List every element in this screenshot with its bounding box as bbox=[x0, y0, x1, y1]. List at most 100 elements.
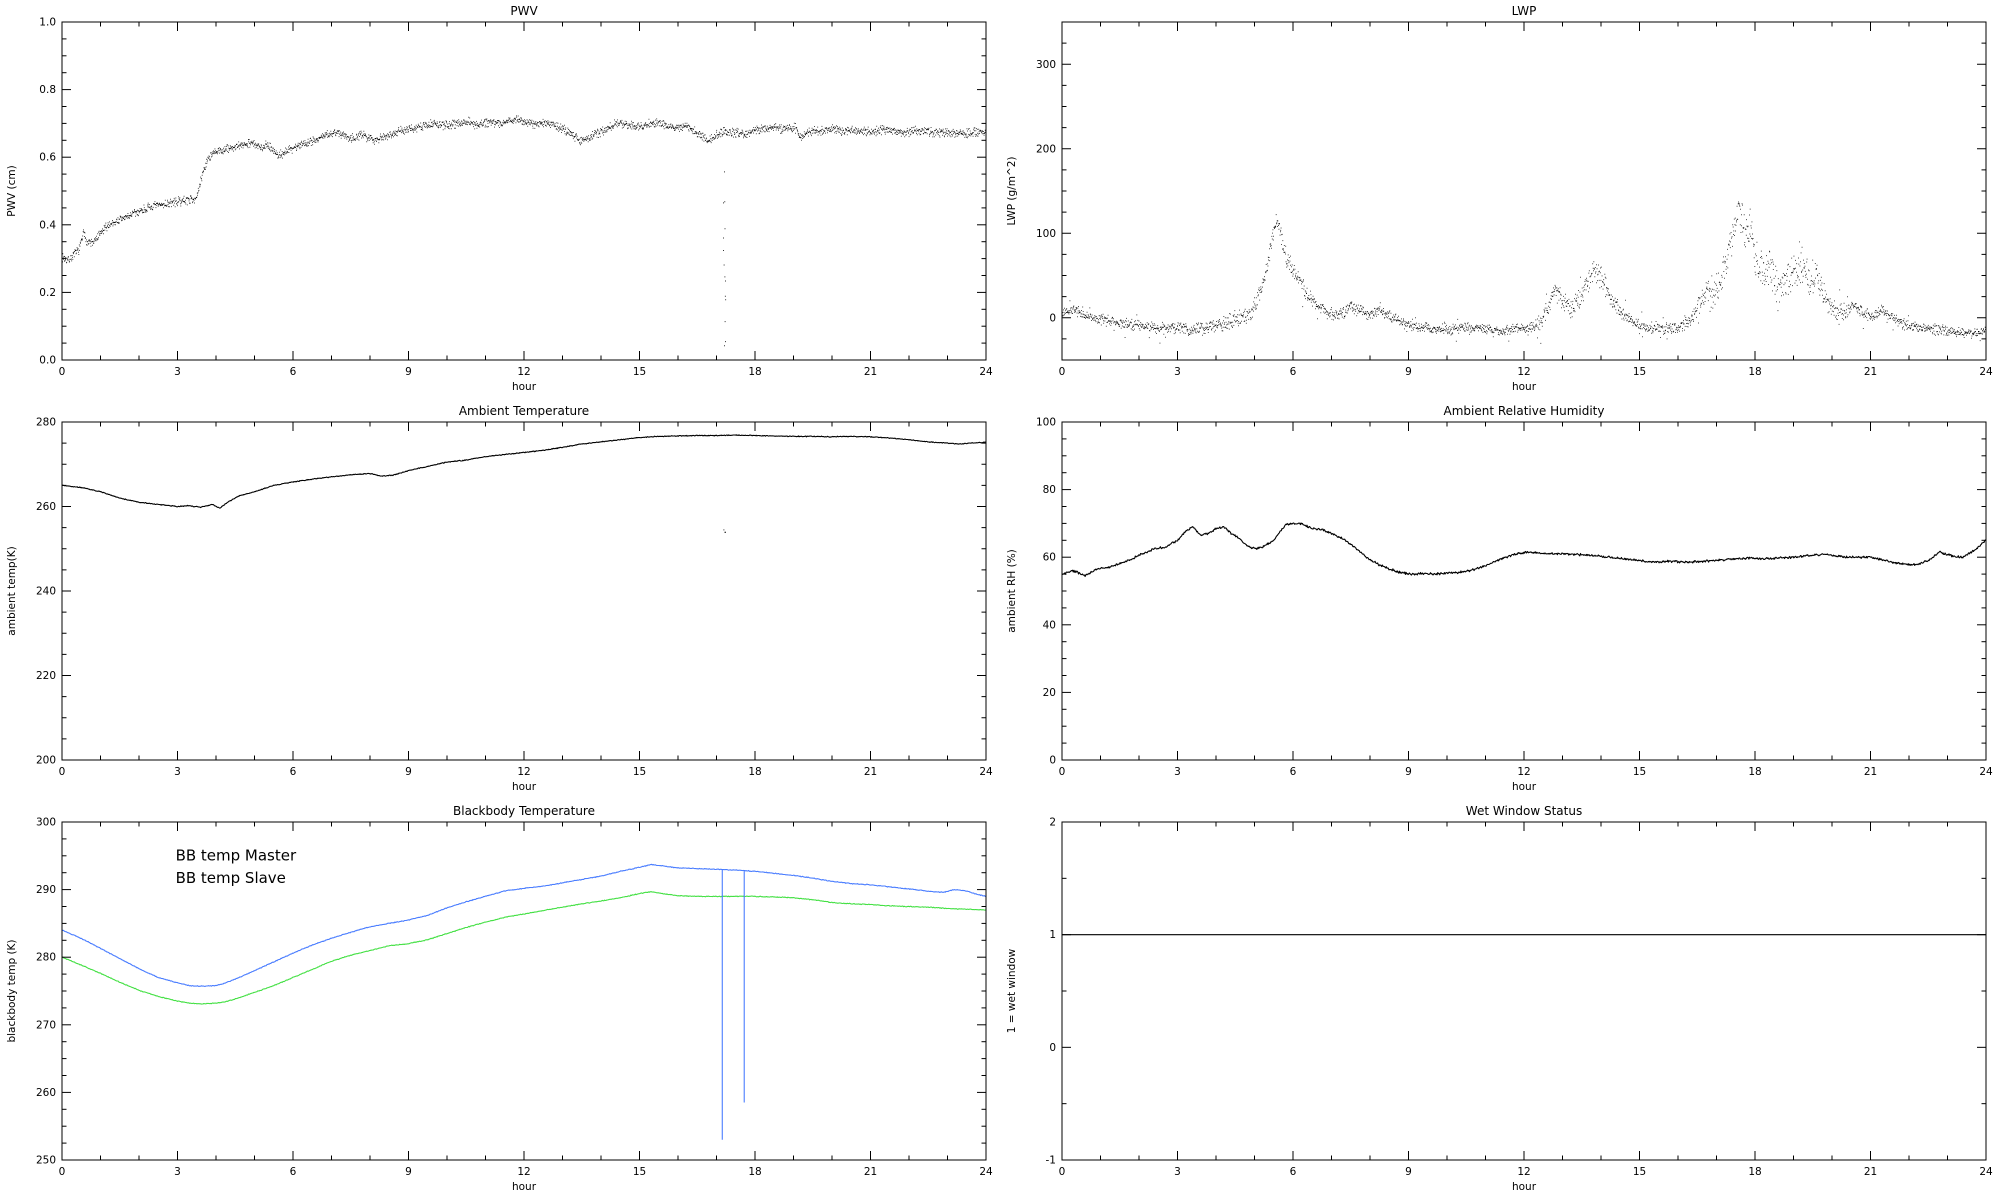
lwp-ytick-label: 200 bbox=[1036, 143, 1056, 155]
bb-temp-master-series bbox=[62, 863, 986, 987]
blackbody-temperature-xtick-label: 15 bbox=[633, 1166, 646, 1178]
lwp-xtick-label: 9 bbox=[1405, 366, 1412, 378]
ambient-temperature-ytick-label: 260 bbox=[36, 501, 56, 513]
blackbody-temperature-xtick-label: 9 bbox=[405, 1166, 412, 1178]
ambient-temperature-data-layer bbox=[62, 434, 986, 533]
pwv-series bbox=[62, 115, 986, 264]
lwp-axes-frame bbox=[1061, 21, 1987, 361]
lwp-series bbox=[1062, 201, 1986, 344]
ambient-relative-humidity-title: Ambient Relative Humidity bbox=[1444, 404, 1605, 418]
pwv-xtick-label: 24 bbox=[979, 366, 993, 378]
lwp-xtick-label: 24 bbox=[1979, 366, 1993, 378]
ambient-temperature-xtick-label: 15 bbox=[633, 766, 646, 778]
lwp-ylabel: LWP (g/m^2) bbox=[1006, 156, 1018, 225]
pwv-xtick-label: 12 bbox=[517, 366, 530, 378]
lwp-xtick-label: 18 bbox=[1748, 366, 1761, 378]
lwp-ytick-label: 300 bbox=[1036, 59, 1056, 71]
ambient-temperature-ytick-label: 240 bbox=[36, 586, 56, 598]
lwp-data-layer bbox=[1062, 201, 1986, 344]
pwv-chart: 0 3 6 9 12 15 18 21 24 0.0 0.2 0.4 0.6 0.8 1.0 PWV hour P… bbox=[6, 4, 993, 393]
pwv-ytick-label: 0.4 bbox=[39, 219, 56, 231]
blackbody-temperature-xtick-label: 6 bbox=[290, 1166, 297, 1178]
ambient-relative-humidity-chart: 0 3 6 9 12 15 18 21 24 0 20 40 60 80 100 Ambient Relati… bbox=[1006, 404, 1993, 793]
wet-window-status-ytick-label: 1 bbox=[1049, 929, 1056, 941]
ambient-temp-series bbox=[62, 434, 986, 509]
ambient-temperature-xtick-label: 3 bbox=[174, 766, 181, 778]
blackbody-temperature-ytick-label: 280 bbox=[36, 952, 56, 964]
pwv-ytick-label: 1.0 bbox=[39, 17, 56, 29]
ambient-temperature-dropout-dots bbox=[723, 529, 726, 533]
pwv-xtick-label: 9 bbox=[405, 366, 412, 378]
wet-window-status-ytick-label: 0 bbox=[1049, 1042, 1056, 1054]
lwp-xtick-label: 15 bbox=[1633, 366, 1646, 378]
ambient-relative-humidity-xtick-label: 0 bbox=[1059, 766, 1066, 778]
pwv-xtick-label: 18 bbox=[748, 366, 761, 378]
ambient-relative-humidity-ytick-label: 40 bbox=[1043, 619, 1056, 631]
ambient-relative-humidity-ticks bbox=[1061, 421, 1987, 761]
wet-window-status-ytick-label: 2 bbox=[1049, 817, 1056, 829]
pwv-dropout-dots bbox=[723, 171, 727, 347]
blackbody-temperature-ylabel: blackbody temp (K) bbox=[6, 939, 18, 1042]
chart-cell-wet-window-status: 0 3 6 9 12 15 18 21 24 -1 0 1 2 Wet Window Status hour… bbox=[1000, 800, 2000, 1200]
chart-cell-lwp: 0 3 6 9 12 15 18 21 24 0 100 200 300 LWP hour LWP (g/m^… bbox=[1000, 0, 2000, 400]
pwv-data-layer bbox=[62, 115, 986, 347]
wet-window-status-xtick-label: 21 bbox=[1864, 1166, 1877, 1178]
wet-window-status-xtick-label: 18 bbox=[1748, 1166, 1761, 1178]
wet-window-status-ticks bbox=[1061, 821, 1987, 1161]
ambient-temperature-xtick-label: 24 bbox=[979, 766, 993, 778]
pwv-xlabel: hour bbox=[512, 381, 537, 393]
ambient-relative-humidity-ylabel: ambient RH (%) bbox=[1006, 549, 1018, 633]
blackbody-temperature-ytick-label: 260 bbox=[36, 1087, 56, 1099]
ambient-temperature-axes-frame bbox=[61, 421, 987, 761]
ambient-temperature-chart: 0 3 6 9 12 15 18 21 24 200 220 240 260 280 Ambient Tem… bbox=[6, 404, 993, 793]
blackbody-temperature-ytick-label: 270 bbox=[36, 1019, 56, 1031]
ambient-relative-humidity-xtick-label: 12 bbox=[1517, 766, 1530, 778]
lwp-title: LWP bbox=[1512, 4, 1537, 18]
wet-window-status-xtick-label: 3 bbox=[1174, 1166, 1181, 1178]
lwp-xtick-label: 6 bbox=[1290, 366, 1297, 378]
blackbody-temperature-data-layer bbox=[62, 863, 986, 1140]
lwp-xtick-label: 3 bbox=[1174, 366, 1181, 378]
lwp-xtick-label: 0 bbox=[1059, 366, 1066, 378]
blackbody-temperature-xlabel: hour bbox=[512, 1181, 537, 1193]
ambient-relative-humidity-data-layer bbox=[1062, 522, 1986, 578]
ambient-relative-humidity-xtick-label: 6 bbox=[1290, 766, 1297, 778]
ambient-temperature-title: Ambient Temperature bbox=[459, 404, 589, 418]
chart-cell-ambient-temperature: 0 3 6 9 12 15 18 21 24 200 220 240 260 280 Ambient Tem… bbox=[0, 400, 1000, 800]
ambient-relative-humidity-axes-frame bbox=[1061, 421, 1987, 761]
chart-cell-pwv: 0 3 6 9 12 15 18 21 24 0.0 0.2 0.4 0.6 0.8 1.0 PWV hour P… bbox=[0, 0, 1000, 400]
blackbody-temperature-title: Blackbody Temperature bbox=[453, 804, 595, 818]
blackbody-temperature-legend-label: BB temp Master bbox=[176, 847, 297, 865]
wet-window-status-xtick-label: 15 bbox=[1633, 1166, 1646, 1178]
pwv-xtick-label: 3 bbox=[174, 366, 181, 378]
chart-cell-ambient-relative-humidity: 0 3 6 9 12 15 18 21 24 0 20 40 60 80 100 Ambient Relati… bbox=[1000, 400, 2000, 800]
ambient-relative-humidity-xlabel: hour bbox=[1512, 781, 1537, 793]
lwp-chart: 0 3 6 9 12 15 18 21 24 0 100 200 300 LWP hour LWP (g/m^… bbox=[1006, 4, 1993, 393]
ambient-temperature-xtick-label: 9 bbox=[405, 766, 412, 778]
pwv-axes-frame bbox=[61, 21, 987, 361]
pwv-title: PWV bbox=[510, 4, 538, 18]
ambient-temperature-ylabel: ambient temp(K) bbox=[6, 546, 18, 635]
blackbody-temperature-xtick-label: 18 bbox=[748, 1166, 761, 1178]
wet-window-status-xtick-label: 24 bbox=[1979, 1166, 1993, 1178]
blackbody-temperature-ticks bbox=[61, 821, 987, 1161]
blackbody-temperature-xtick-label: 21 bbox=[864, 1166, 877, 1178]
pwv-ytick-label: 0.6 bbox=[39, 152, 56, 164]
lwp-xtick-label: 21 bbox=[1864, 366, 1877, 378]
ambient-temperature-ytick-label: 280 bbox=[36, 417, 56, 429]
blackbody-temperature-xtick-label: 0 bbox=[59, 1166, 66, 1178]
wet-window-status-ylabel: 1 = wet window bbox=[1006, 948, 1018, 1033]
lwp-ticks bbox=[1061, 21, 1987, 361]
wet-window-status-xtick-label: 0 bbox=[1059, 1166, 1066, 1178]
lwp-xlabel: hour bbox=[1512, 381, 1537, 393]
ambient-rh-series bbox=[1062, 522, 1986, 578]
blackbody-temperature-ytick-label: 290 bbox=[36, 884, 56, 896]
wet-window-status-xtick-label: 6 bbox=[1290, 1166, 1297, 1178]
ambient-relative-humidity-xtick-label: 24 bbox=[1979, 766, 1993, 778]
ambient-temperature-xtick-label: 12 bbox=[517, 766, 530, 778]
pwv-xtick-label: 21 bbox=[864, 366, 877, 378]
pwv-ytick-label: 0.8 bbox=[39, 84, 56, 96]
pwv-ticks bbox=[61, 21, 987, 361]
blackbody-temperature-legend-label: BB temp Slave bbox=[176, 869, 286, 887]
